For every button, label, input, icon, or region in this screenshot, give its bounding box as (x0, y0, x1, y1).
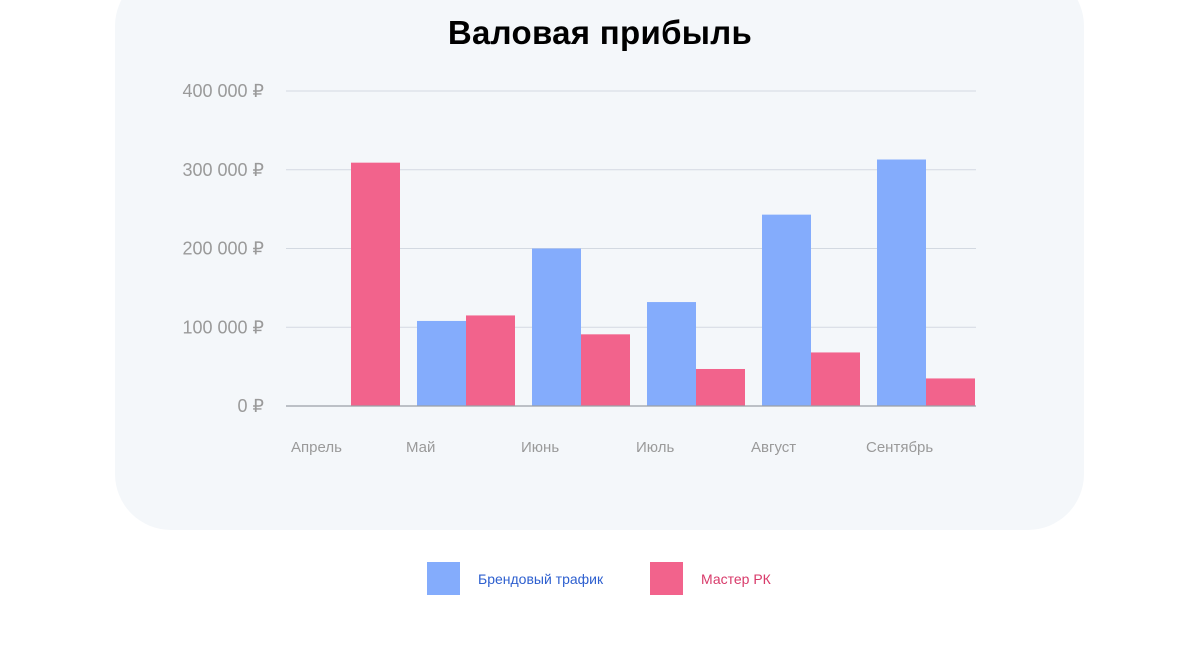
x-tick-labels: Апрель Май Июнь Июль Август Сентябрь (291, 439, 933, 456)
bar-brand-traffic (647, 302, 696, 406)
legend-item-master-rk: Мастер РК (650, 562, 771, 595)
bar-master-rk (466, 315, 515, 406)
bar-brand-traffic (532, 248, 581, 406)
y-tick-labels: 0 ₽ 100 000 ₽ 200 000 ₽ 300 000 ₽ 400 000 ₽ (182, 81, 264, 416)
legend-item-brand-traffic: Брендовый трафик (427, 562, 603, 595)
bar-brand-traffic (877, 159, 926, 406)
y-tick-label: 300 000 ₽ (182, 160, 264, 180)
chart-title: Валовая прибыль (447, 14, 753, 51)
bar-master-rk (351, 162, 400, 406)
x-tick-label: Апрель (291, 439, 342, 456)
x-tick-label: Июль (636, 439, 674, 456)
legend-label-master-rk: Мастер РК (701, 570, 771, 587)
x-tick-label: Август (751, 439, 796, 456)
bar-master-rk (926, 378, 975, 406)
legend-swatch-pink (650, 562, 683, 595)
legend-swatch-blue (427, 562, 460, 595)
grid-lines (286, 90, 976, 328)
x-tick-label: Июнь (521, 439, 559, 456)
bar-brand-traffic (417, 320, 466, 406)
y-tick-label: 0 ₽ (238, 396, 264, 416)
bar-master-rk (581, 334, 630, 406)
bar-master-rk (811, 352, 860, 406)
x-tick-label: Сентябрь (866, 439, 933, 456)
y-tick-label: 100 000 ₽ (182, 317, 264, 337)
bars (351, 159, 975, 406)
x-tick-label: Май (406, 439, 435, 456)
y-tick-label: 400 000 ₽ (182, 81, 264, 101)
bar-master-rk (696, 368, 745, 406)
bar-brand-traffic (762, 214, 811, 406)
legend-label-brand-traffic: Брендовый трафик (478, 570, 604, 587)
y-tick-label: 200 000 ₽ (182, 239, 264, 259)
